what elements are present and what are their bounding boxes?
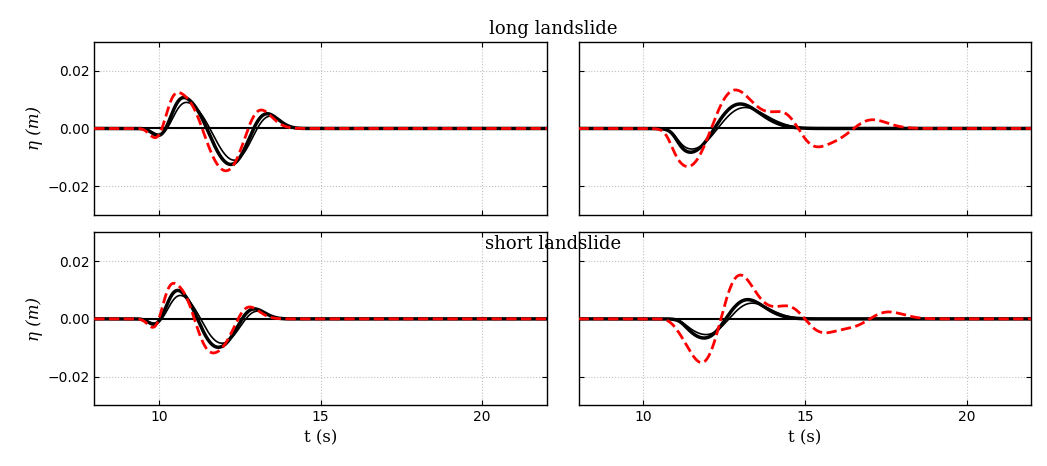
X-axis label: t (s): t (s) <box>304 430 337 447</box>
X-axis label: t (s): t (s) <box>788 430 822 447</box>
Y-axis label: η (m): η (m) <box>26 107 43 151</box>
Text: long landslide: long landslide <box>489 20 617 38</box>
Y-axis label: η (m): η (m) <box>26 297 43 341</box>
Text: short landslide: short landslide <box>485 235 621 254</box>
